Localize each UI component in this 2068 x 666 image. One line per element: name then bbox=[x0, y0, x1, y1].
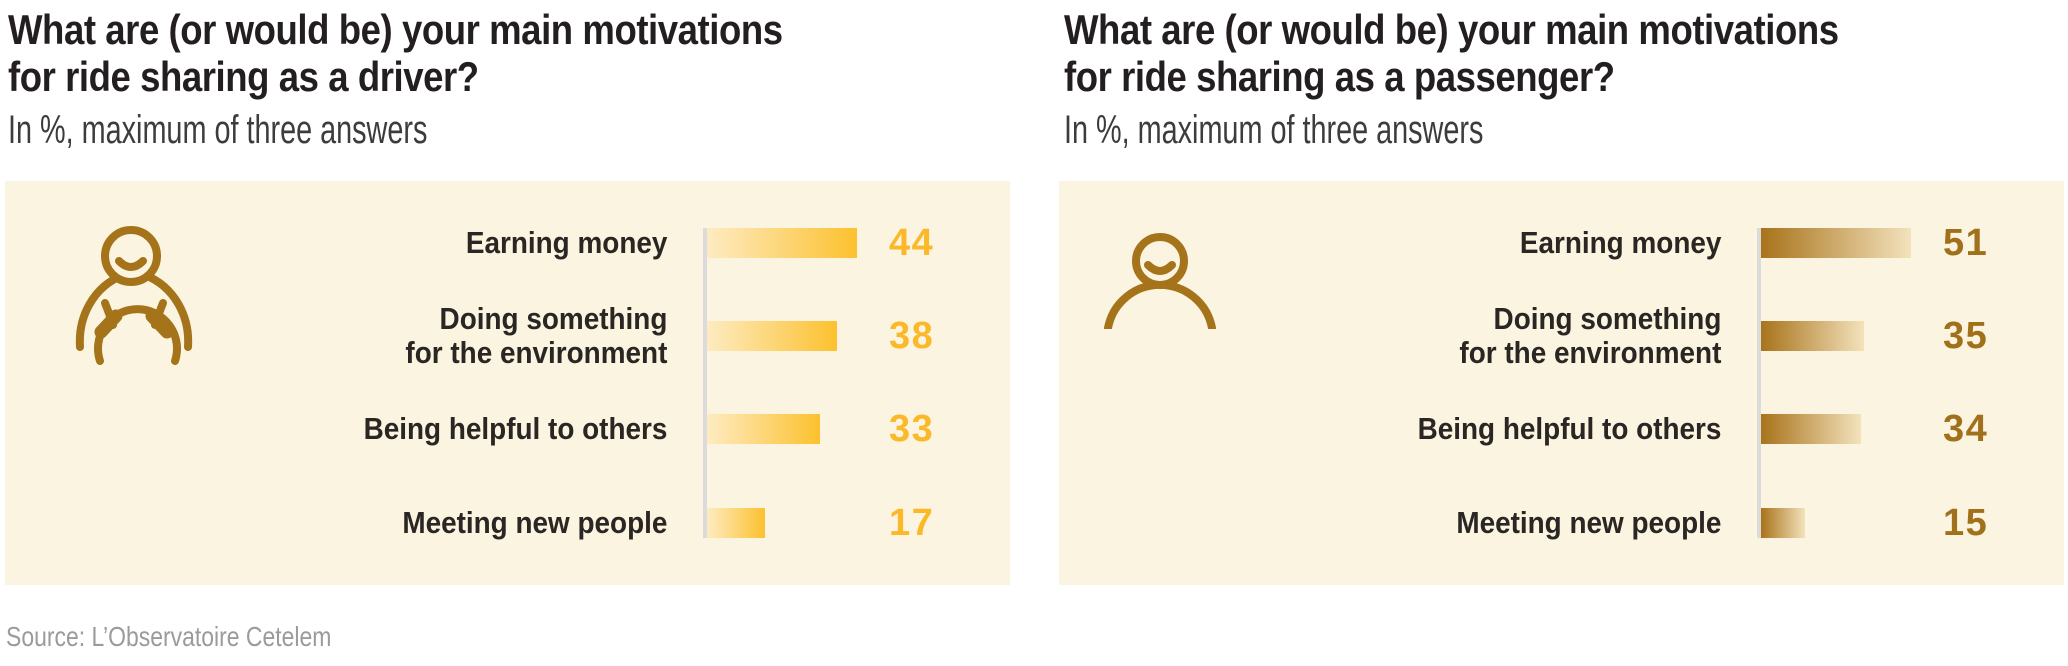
passenger-chart-panel: Earning money 51 Doing something for the en… bbox=[1059, 181, 2064, 585]
bar bbox=[707, 320, 837, 351]
value-label: 35 bbox=[1943, 314, 1989, 357]
bar-track bbox=[1761, 507, 1939, 538]
value-label: 38 bbox=[889, 314, 935, 357]
title-line: for ride sharing as a passenger? bbox=[1064, 53, 1615, 100]
bar bbox=[707, 414, 820, 445]
bar bbox=[1761, 320, 1864, 351]
passenger-person-icon bbox=[1104, 233, 1216, 329]
value-label: 17 bbox=[889, 501, 935, 544]
value-label: 51 bbox=[1943, 221, 1989, 264]
category-label: Earning money bbox=[465, 224, 668, 260]
category-label: Meeting new people bbox=[1456, 504, 1722, 540]
chart-row: Doing something for the environment 35 bbox=[1059, 289, 2064, 382]
driver-at-steering-wheel-icon bbox=[75, 225, 193, 365]
bar-track bbox=[1761, 227, 1939, 258]
driver-chart-panel: Earning money 44 Doing something for the en… bbox=[5, 181, 1010, 585]
title-line: for ride sharing as a driver? bbox=[8, 53, 479, 100]
category-label: Being helpful to others bbox=[363, 411, 668, 447]
chart-row: Meeting new people 15 bbox=[1059, 476, 2064, 569]
bar bbox=[707, 507, 765, 538]
value-label: 44 bbox=[889, 221, 935, 264]
bar bbox=[1761, 507, 1805, 538]
bar bbox=[707, 227, 857, 258]
axis-line bbox=[703, 228, 707, 538]
driver-chart-subtitle: In %, maximum of three answers bbox=[8, 108, 428, 152]
value-label: 15 bbox=[1943, 501, 1989, 544]
bar-track bbox=[707, 507, 885, 538]
passenger-chart-title: What are (or would be) your main motivat… bbox=[1064, 6, 1839, 100]
chart-row: Being helpful to others 33 bbox=[5, 383, 1010, 476]
bar-rows: Earning money 51 Doing something for the en… bbox=[1059, 196, 2064, 569]
chart-row: Being helpful to others 34 bbox=[1059, 383, 2064, 476]
category-label: Doing something for the environment bbox=[1459, 300, 1722, 370]
bar bbox=[1761, 227, 1911, 258]
driver-chart-header: What are (or would be) your main motivat… bbox=[8, 6, 898, 152]
bar-track bbox=[1761, 414, 1939, 445]
value-label: 34 bbox=[1943, 408, 1989, 451]
title-line: What are (or would be) your main motivat… bbox=[8, 6, 783, 53]
passenger-chart-header: What are (or would be) your main motivat… bbox=[1064, 6, 1954, 152]
source-note: Source: L’Observatoire Cetelem bbox=[6, 621, 332, 652]
bar-track bbox=[707, 227, 885, 258]
bar-track bbox=[707, 320, 885, 351]
axis-line bbox=[1757, 228, 1761, 538]
category-label: Doing something for the environment bbox=[405, 300, 668, 370]
chart-row: Doing something for the environment 38 bbox=[5, 289, 1010, 382]
value-label: 33 bbox=[889, 408, 935, 451]
bar-track bbox=[1761, 320, 1939, 351]
chart-row: Earning money 44 bbox=[5, 196, 1010, 289]
bar-track bbox=[707, 414, 885, 445]
driver-chart-title: What are (or would be) your main motivat… bbox=[8, 6, 783, 100]
bar bbox=[1761, 414, 1861, 445]
passenger-chart-subtitle: In %, maximum of three answers bbox=[1064, 108, 1484, 152]
category-label: Earning money bbox=[1519, 224, 1722, 260]
bar-rows: Earning money 44 Doing something for the en… bbox=[5, 196, 1010, 569]
category-label: Being helpful to others bbox=[1417, 411, 1722, 447]
chart-row: Earning money 51 bbox=[1059, 196, 2064, 289]
title-line: What are (or would be) your main motivat… bbox=[1064, 6, 1839, 53]
category-label: Meeting new people bbox=[402, 504, 668, 540]
chart-row: Meeting new people 17 bbox=[5, 476, 1010, 569]
